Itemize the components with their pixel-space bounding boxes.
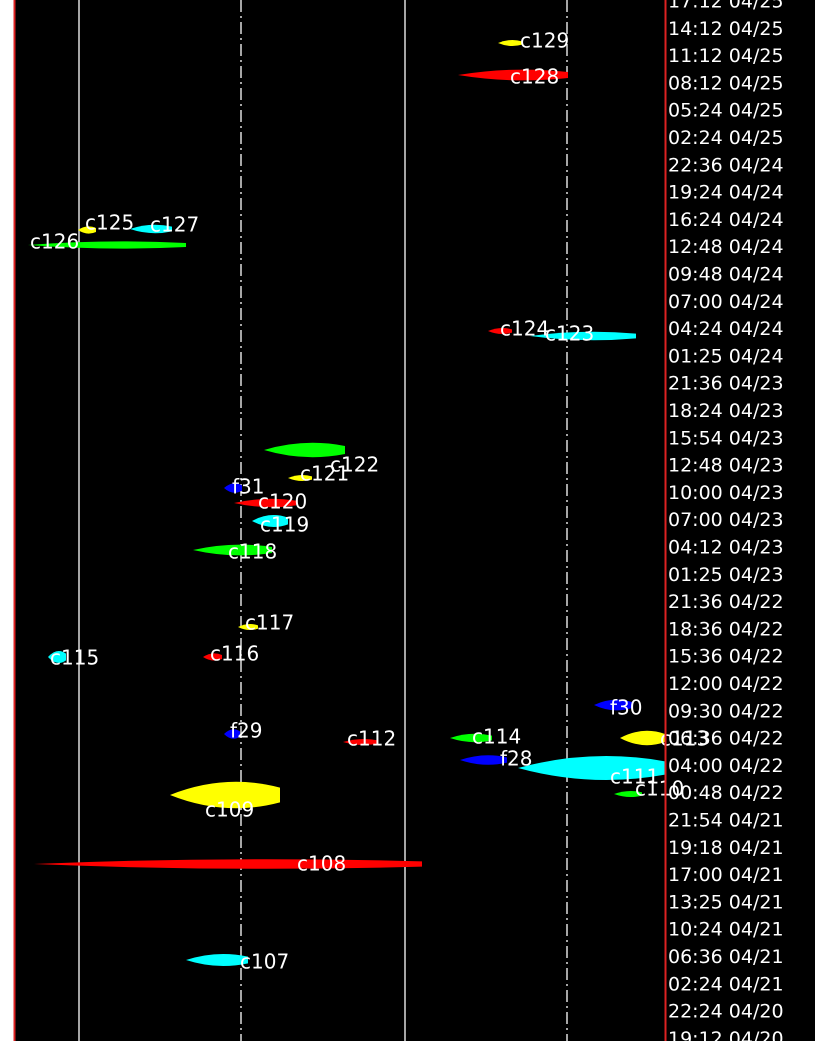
track-label: c118 — [228, 540, 277, 564]
track-label: c110 — [635, 777, 684, 801]
time-label: 09:30 04/22 — [668, 700, 784, 722]
track-label: c119 — [260, 513, 309, 537]
track-blob — [224, 729, 240, 739]
time-label: 12:48 04/23 — [668, 455, 784, 477]
track-blob — [264, 442, 345, 458]
time-label: 15:36 04/22 — [668, 646, 784, 668]
time-label: 19:18 04/21 — [668, 837, 784, 859]
time-label: 06:36 04/22 — [668, 728, 784, 750]
time-label: 01:25 04/23 — [668, 564, 784, 586]
time-label: 10:00 04/23 — [668, 482, 784, 504]
time-label: 02:24 04/25 — [668, 127, 784, 149]
time-label: 11:12 04/25 — [668, 45, 784, 67]
track-label: f30 — [610, 696, 643, 720]
time-label: 22:36 04/24 — [668, 154, 784, 176]
time-label: 02:24 04/21 — [668, 973, 784, 995]
track-blob — [186, 954, 248, 966]
track-label: c109 — [205, 798, 254, 822]
track-label: c123 — [545, 322, 594, 346]
track-label: c127 — [150, 213, 199, 237]
track-label: f28 — [500, 747, 533, 771]
track-blob — [130, 224, 172, 234]
time-label: 15:54 04/23 — [668, 427, 784, 449]
time-label: 04:24 04/24 — [668, 318, 784, 340]
time-label: 18:24 04/23 — [668, 400, 784, 422]
track-label: f29 — [230, 719, 263, 743]
track-blob — [234, 498, 296, 508]
time-label: 05:24 04/25 — [668, 100, 784, 122]
time-label: 21:36 04/23 — [668, 373, 784, 395]
time-label: 17:00 04/21 — [668, 864, 784, 886]
track-blob — [224, 483, 242, 493]
track-blob — [48, 651, 66, 663]
track-label: c125 — [85, 211, 134, 235]
time-label: 04:00 04/22 — [668, 755, 784, 777]
time-label: 07:00 04/23 — [668, 509, 784, 531]
track-label: c126 — [30, 230, 79, 254]
track-blob — [594, 699, 632, 711]
track-label: c122 — [330, 453, 379, 477]
time-label: 08:12 04/25 — [668, 72, 784, 94]
track-label: c108 — [297, 852, 346, 876]
time-label: 14:12 04/25 — [668, 18, 784, 40]
time-column: 17:12 04/25 14:12 04/25 11:12 04/25 08:12 0… — [668, 0, 784, 1041]
track-blob — [238, 624, 258, 630]
time-label: 18:36 04/22 — [668, 618, 784, 640]
track-label: c116 — [210, 642, 259, 666]
track-blob — [288, 475, 312, 481]
track-blob — [458, 69, 568, 81]
track-blob — [620, 730, 665, 746]
track-blob — [450, 733, 492, 743]
time-label: 00:48 04/22 — [668, 782, 784, 804]
track-blob — [203, 653, 222, 661]
track-blob — [488, 328, 512, 334]
time-label: 22:24 04/20 — [668, 1001, 784, 1023]
track-blob — [28, 241, 186, 249]
time-label: 01:25 04/24 — [668, 345, 784, 367]
track-blob — [460, 755, 507, 765]
track-label: c115 — [50, 646, 99, 670]
track-blob — [170, 781, 280, 809]
track-blob — [34, 859, 422, 869]
track-blob — [193, 544, 272, 556]
time-label: 19:24 04/24 — [668, 182, 784, 204]
left-margin — [0, 0, 14, 1041]
track-label: c111 — [610, 765, 659, 789]
track-label: c124 — [500, 317, 549, 341]
time-label: 19:12 04/20 — [668, 1028, 784, 1041]
track-label: c114 — [472, 725, 521, 749]
track-label: c128 — [510, 65, 559, 89]
track-label: c117 — [245, 611, 294, 635]
time-label: 10:24 04/21 — [668, 919, 784, 941]
track-label: c121 — [300, 462, 349, 486]
time-label: 21:36 04/22 — [668, 591, 784, 613]
track-blob — [518, 756, 665, 780]
track-label: c112 — [347, 727, 396, 751]
time-label: 07:00 04/24 — [668, 291, 784, 313]
time-list: 17:12 04/25 14:12 04/25 11:12 04/25 08:12 0… — [668, 0, 784, 1041]
time-label: 12:00 04/22 — [668, 673, 784, 695]
track-label: c107 — [240, 950, 289, 974]
time-label: 12:48 04/24 — [668, 236, 784, 258]
time-label: 17:12 04/25 — [668, 0, 784, 13]
track-label: c120 — [258, 490, 307, 514]
time-label: 06:36 04/21 — [668, 946, 784, 968]
track-blob — [530, 331, 636, 341]
track-label: c113 — [660, 727, 709, 751]
track-blob — [343, 739, 378, 745]
time-label: 09:48 04/24 — [668, 264, 784, 286]
track-blob — [78, 226, 96, 234]
track-blob — [614, 791, 642, 797]
track-label: c129 — [520, 29, 569, 53]
time-label: 21:54 04/21 — [668, 810, 784, 832]
track-blob — [252, 515, 288, 527]
time-label: 13:25 04/21 — [668, 891, 784, 913]
time-label: 16:24 04/24 — [668, 209, 784, 231]
track-label: f31 — [232, 475, 265, 499]
track-blob — [498, 40, 522, 46]
time-label: 04:12 04/23 — [668, 537, 784, 559]
